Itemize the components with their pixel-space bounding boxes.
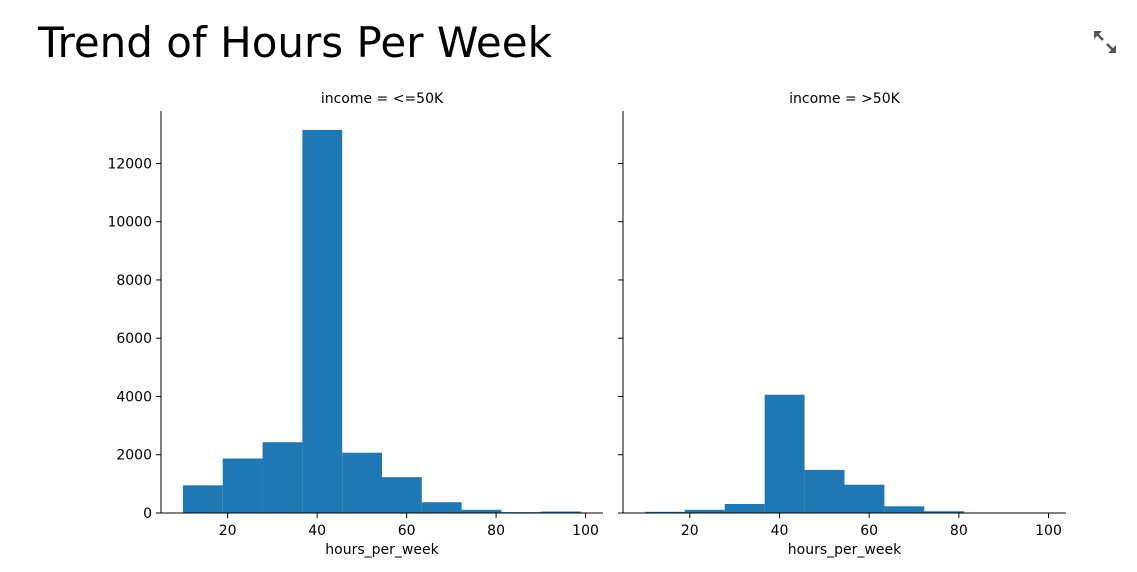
x-tick-label: 20 <box>681 523 699 539</box>
histogram-bar <box>924 511 965 513</box>
histogram-bar <box>461 509 502 513</box>
x-tick-label: 100 <box>572 523 599 539</box>
x-axis-label: hours_per_week <box>325 542 439 558</box>
y-tick-label: 8000 <box>116 273 152 289</box>
x-tick-label: 60 <box>398 523 416 539</box>
x-tick-label: 40 <box>771 523 789 539</box>
facet-title: income = >50K <box>789 91 900 107</box>
histogram-bar <box>342 452 382 513</box>
x-tick-label: 20 <box>219 523 237 539</box>
y-tick-label: 2000 <box>116 448 152 464</box>
histogram-bar <box>382 477 422 513</box>
x-tick-label: 80 <box>487 523 505 539</box>
histogram-bar <box>222 458 263 513</box>
histogram-bar <box>644 511 685 513</box>
x-tick-label: 100 <box>1035 523 1062 539</box>
histogram-bar <box>804 469 845 513</box>
expand-icon-arrows <box>1094 31 1116 53</box>
histogram-bar <box>844 484 885 513</box>
page-title: Trend of Hours Per Week <box>38 18 552 67</box>
histogram-bar <box>541 511 582 513</box>
x-axis-label: hours_per_week <box>788 542 902 558</box>
expand-icon[interactable] <box>1091 28 1119 56</box>
histogram-bar <box>421 502 462 513</box>
histogram-bar <box>182 485 223 513</box>
histogram-bar <box>262 442 303 513</box>
y-tick-label: 10000 <box>107 215 152 231</box>
histogram-bar <box>302 129 343 513</box>
y-tick-label: 6000 <box>116 331 152 347</box>
facet-title: income = <=50K <box>321 91 444 107</box>
y-tick-label: 0 <box>143 506 152 522</box>
y-tick-label: 12000 <box>107 156 152 172</box>
histogram-bar <box>764 394 805 513</box>
histogram-bar <box>684 509 725 513</box>
y-tick-label: 4000 <box>116 389 152 405</box>
x-tick-label: 60 <box>860 523 878 539</box>
histogram-bar <box>884 506 925 513</box>
x-tick-label: 80 <box>950 523 968 539</box>
histogram-bar <box>724 503 765 513</box>
x-tick-label: 40 <box>308 523 326 539</box>
